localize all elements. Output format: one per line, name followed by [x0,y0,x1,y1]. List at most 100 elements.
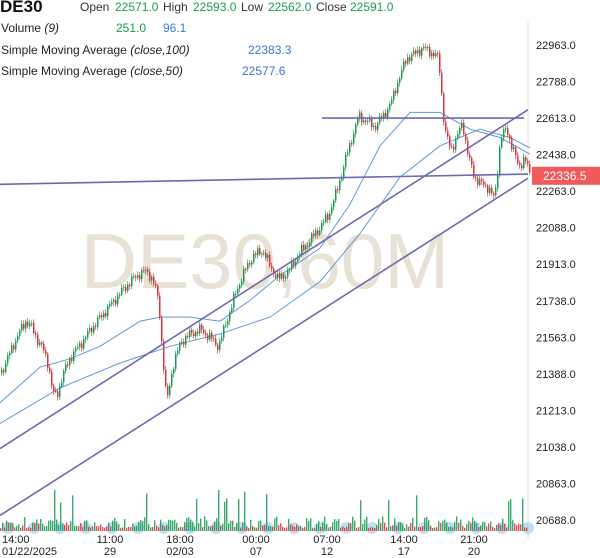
volume-bar [276,516,278,531]
candle-body [365,120,367,122]
volume-bar [130,527,132,531]
volume-bar [344,527,346,531]
candle-body [471,158,473,165]
candle-body [125,286,127,291]
candle-body [255,253,257,256]
candle-body [105,313,107,317]
candle-body [467,140,469,155]
candle-body [401,69,403,79]
candle-body [103,313,105,318]
candle-body [9,353,11,356]
volume-bar [298,526,300,531]
candle-body [315,230,317,236]
candle-body [183,341,185,345]
volume-bar [390,526,392,531]
volume-bar [32,522,34,531]
candle-body [273,268,275,275]
sma50-indicator-label[interactable]: Simple Moving Average (close,50) [1,64,183,78]
volume-bar [282,526,284,531]
volume-bar [162,524,164,531]
sma100-indicator-label[interactable]: Simple Moving Average (close,100) [1,43,190,57]
candle-body [217,344,219,350]
candle-body [517,155,519,164]
volume-bar [128,526,130,531]
candle-body [99,315,101,318]
volume-bar [366,516,368,531]
candle-body [455,138,457,150]
volume-bar [152,526,154,531]
candle-body [185,336,187,345]
candle-body [15,340,17,350]
candle-body [389,104,391,110]
open-value: 22571.0 [115,0,159,14]
volume-bar [438,521,440,531]
candle-body [33,323,35,334]
volume-bar [326,523,328,531]
candle-body [421,48,423,56]
candle-body [209,332,211,340]
candle-body [59,386,61,397]
current-price-badge [532,166,600,185]
x-tick-date-2: 02/03 [166,546,194,558]
volume-bar [426,516,428,531]
y-tick-label-13: 20688.0 [536,515,576,527]
volume-bar [74,525,76,531]
candle-body [495,188,497,196]
volume-bar [418,526,420,531]
volume-bar [102,527,104,531]
volume-bar [26,527,28,531]
volume-bar [400,522,402,531]
volume-bar [430,525,432,531]
volume-bar [244,491,246,531]
candle-body [151,276,153,281]
candle-body [135,276,137,278]
volume-bar [198,523,200,531]
volume-bar [504,523,506,531]
volume-bar [450,526,452,531]
volume-bar [18,524,20,531]
candle-body [395,90,397,94]
volume-bar [524,527,526,531]
candle-body [417,49,419,54]
candle-body [241,281,243,286]
candle-body [37,334,39,345]
candle-body [71,358,73,361]
volume-bar [30,527,32,531]
volume-bar [414,526,416,531]
volume-bar [444,519,446,531]
volume-bar [228,523,230,531]
volume-bar [24,517,26,531]
volume-bar [300,525,302,531]
candle-body [159,295,161,318]
candle-body [515,147,517,156]
volume-bar [48,520,50,531]
candle-body [43,344,45,351]
candle-body [111,302,113,305]
candle-body [57,391,59,397]
y-tick-label-5: 22088.0 [536,223,576,235]
volume-bar [44,526,46,531]
candle-body [321,222,323,231]
volume-bar [272,526,274,531]
x-tick-date-3: 07 [250,546,262,558]
close-label: Close [316,0,347,14]
volume-bar [360,500,362,531]
volume-bar [62,523,64,531]
volume-bar [422,526,424,531]
volume-bar [500,524,502,531]
y-tick-label-3: 22438.0 [536,150,576,162]
candle-body [181,341,183,344]
volume-bar [160,519,162,531]
candle-body [511,138,513,150]
candle-body [407,57,409,64]
candle-body [339,180,341,191]
candle-body [345,154,347,168]
volume-indicator-label[interactable]: Volume (9) [1,21,60,35]
candle-body [145,269,147,272]
candle-body [503,129,505,139]
y-tick-label-2: 22613.0 [536,113,576,125]
y-tick-label-7: 21738.0 [536,296,576,308]
volume-bar [252,525,254,531]
candle-body [383,112,385,119]
